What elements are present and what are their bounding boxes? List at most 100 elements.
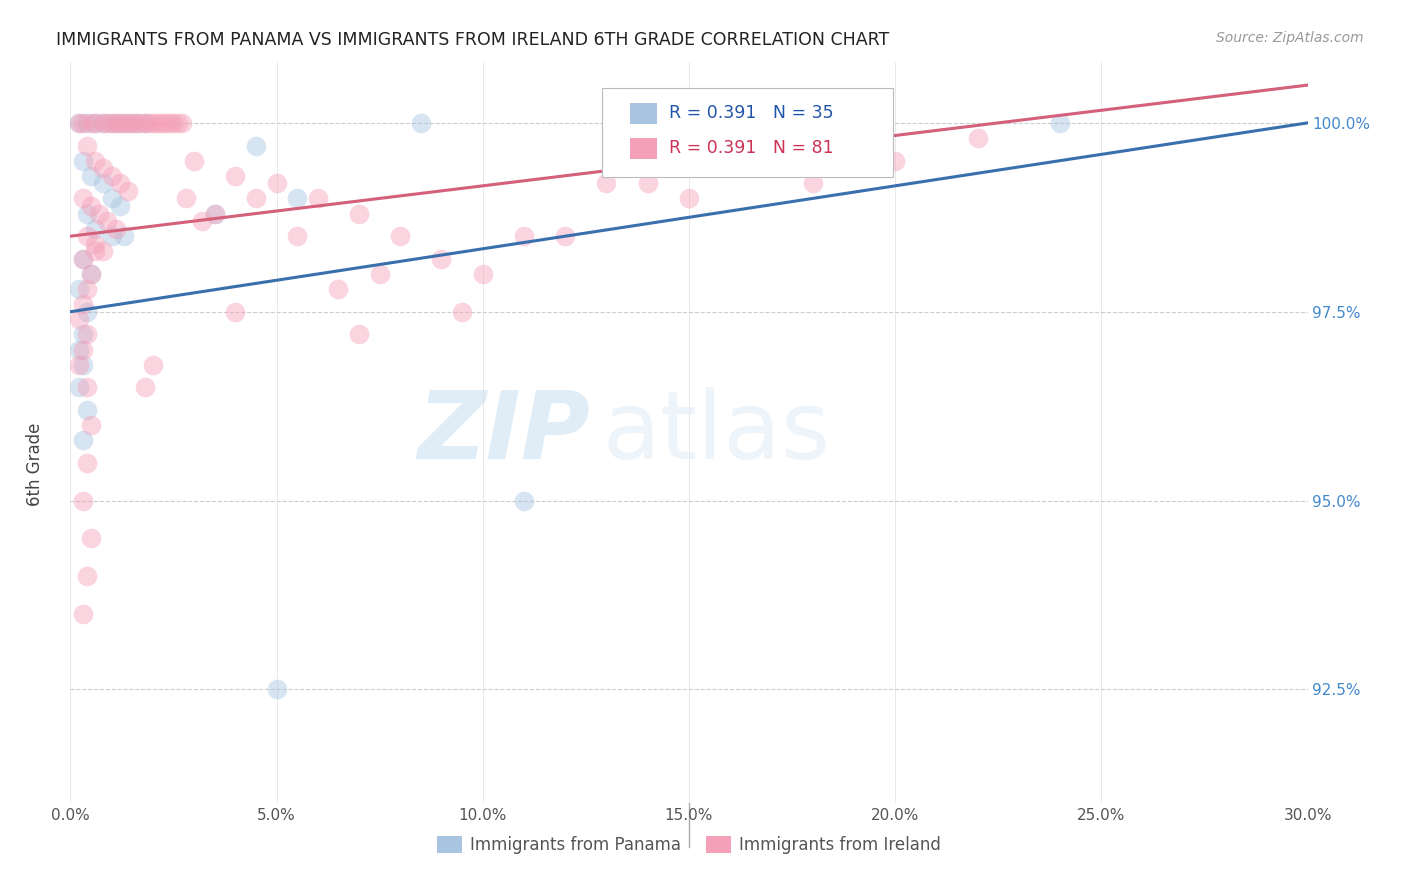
Point (67, 282, 90, 296)
Point (72, 252, 94, 266)
Point (104, 116, 127, 130)
Point (157, 116, 180, 130)
Point (84, 116, 107, 130)
Point (285, 191, 308, 205)
Point (153, 116, 176, 130)
Text: atlas: atlas (602, 386, 831, 479)
Point (91, 177, 114, 191)
Point (117, 116, 139, 130)
Point (224, 304, 246, 318)
Point (67, 380, 90, 394)
Point (104, 221, 127, 235)
Point (67, 343, 90, 357)
Point (96, 214, 118, 228)
Point (347, 206, 370, 220)
Text: R = 0.391   N = 81: R = 0.391 N = 81 (669, 139, 834, 157)
Point (67, 312, 90, 326)
Point (100, 191, 122, 205)
Point (76, 138, 98, 153)
Point (72, 343, 94, 357)
Point (84, 153, 107, 168)
Point (76, 229, 98, 244)
Point (513, 493, 536, 508)
Point (166, 116, 188, 130)
Point (150, 116, 173, 130)
Text: 6th Grade: 6th Grade (27, 422, 44, 506)
Point (134, 116, 156, 130)
Point (72, 116, 94, 130)
Point (91, 116, 114, 130)
Point (72, 327, 94, 342)
Point (245, 191, 267, 205)
Point (125, 116, 148, 130)
Text: ZIP: ZIP (418, 386, 591, 479)
Text: IMMIGRANTS FROM PANAMA VS IMMIGRANTS FROM IRELAND 6TH GRADE CORRELATION CHART: IMMIGRANTS FROM PANAMA VS IMMIGRANTS FRO… (56, 31, 890, 49)
Point (430, 252, 453, 266)
Point (84, 236, 107, 251)
FancyBboxPatch shape (602, 88, 893, 178)
Text: R = 0.391   N = 35: R = 0.391 N = 35 (669, 104, 834, 122)
Point (884, 153, 907, 168)
Point (72, 191, 94, 205)
Point (72, 297, 94, 311)
Point (72, 252, 94, 266)
Point (72, 607, 94, 621)
Point (134, 380, 156, 394)
Point (285, 229, 308, 244)
Point (80, 418, 103, 433)
Point (368, 267, 391, 281)
FancyBboxPatch shape (630, 103, 657, 124)
Point (72, 433, 94, 447)
Point (307, 191, 329, 205)
Point (146, 116, 169, 130)
Point (76, 456, 98, 470)
Point (76, 380, 98, 394)
Point (554, 229, 576, 244)
Point (96, 116, 118, 130)
Point (266, 177, 288, 191)
Point (204, 206, 226, 220)
Point (138, 116, 160, 130)
Point (409, 116, 432, 130)
Point (142, 358, 165, 372)
Point (389, 229, 412, 244)
Point (76, 206, 98, 220)
Point (637, 177, 659, 191)
Point (80, 199, 103, 213)
Point (108, 199, 131, 213)
Point (204, 206, 226, 220)
Point (328, 282, 350, 296)
Point (224, 169, 246, 183)
Point (117, 116, 139, 130)
Point (108, 116, 131, 130)
Point (347, 327, 370, 342)
Point (67, 358, 90, 372)
Point (108, 116, 131, 130)
Point (72, 358, 94, 372)
Point (801, 177, 824, 191)
Point (100, 229, 122, 244)
Point (1049, 116, 1071, 130)
Point (76, 282, 98, 296)
Point (72, 493, 94, 508)
Point (108, 177, 131, 191)
FancyBboxPatch shape (630, 137, 657, 159)
Point (67, 116, 90, 130)
Point (84, 221, 107, 235)
Point (170, 116, 193, 130)
Point (513, 229, 536, 244)
Point (91, 244, 114, 259)
Point (129, 116, 152, 130)
Point (451, 304, 474, 318)
Point (76, 569, 98, 583)
Point (67, 116, 90, 130)
Point (174, 191, 197, 205)
Point (100, 116, 122, 130)
Point (76, 327, 98, 342)
Point (84, 116, 107, 130)
Point (80, 116, 103, 130)
Point (76, 116, 98, 130)
Point (142, 116, 165, 130)
Point (84, 244, 107, 259)
Point (112, 116, 135, 130)
